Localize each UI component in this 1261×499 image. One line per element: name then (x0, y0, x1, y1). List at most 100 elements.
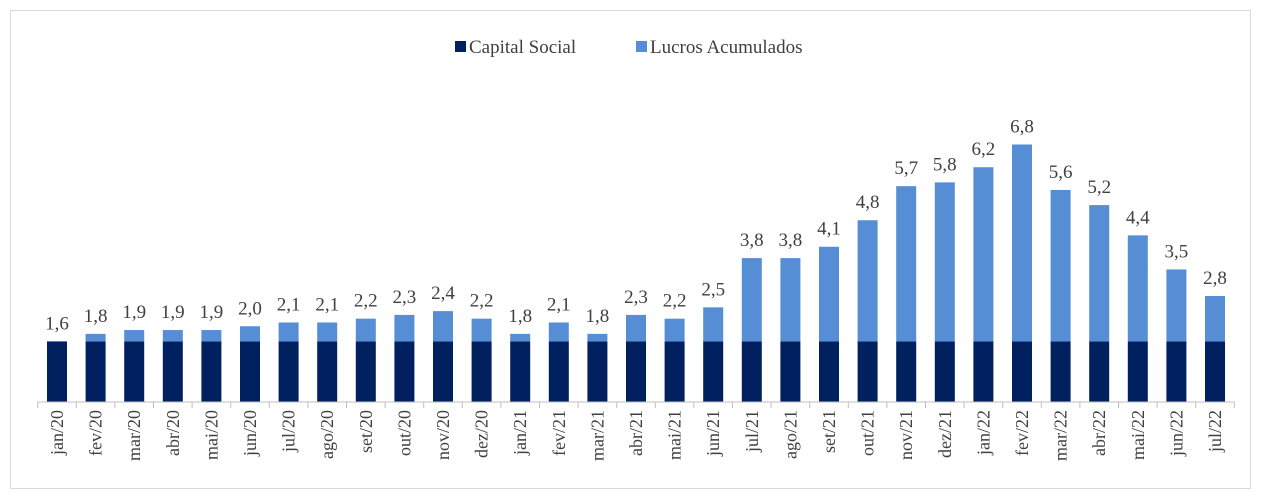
x-tick-label: jul/22 (1205, 410, 1225, 453)
chart-frame (10, 10, 1251, 489)
bar-segment (741, 341, 762, 402)
data-label: 2,8 (1203, 268, 1227, 289)
bar-segment (973, 167, 994, 342)
bar-segment (1205, 341, 1225, 402)
bar-segment (857, 220, 878, 342)
data-label: 4,4 (1126, 207, 1150, 228)
bar-segment (240, 341, 260, 402)
data-label: 1,6 (45, 313, 69, 334)
bar-segment (896, 341, 917, 402)
x-tick-label: abr/21 (626, 410, 646, 456)
bar-segment (1127, 235, 1148, 342)
bar-segment (587, 333, 608, 342)
x-tick-label: dez/20 (472, 410, 492, 458)
x-tick-label: ago/21 (780, 410, 800, 459)
x-tick-label: jun/20 (240, 410, 260, 457)
data-label: 4,8 (856, 192, 880, 213)
data-label: 2,4 (431, 283, 455, 304)
bar-segment (124, 330, 145, 342)
bar-segment (201, 330, 222, 342)
bar-segment (394, 314, 415, 342)
bar-segment (548, 341, 569, 402)
bar-segment (124, 341, 145, 402)
data-label: 6,2 (972, 139, 996, 160)
bar-segment (1050, 189, 1071, 342)
bar-segment (896, 186, 917, 342)
x-tick-label: mai/21 (665, 410, 685, 460)
x-tick-label: set/20 (356, 410, 376, 453)
bar-segment (626, 341, 646, 402)
data-label: 5,6 (1049, 162, 1073, 183)
bar-segment (162, 330, 183, 342)
data-label: 4,1 (817, 219, 841, 240)
bar-segment (278, 322, 299, 342)
bar-segment (780, 258, 801, 342)
x-tick-label: out/20 (394, 410, 414, 456)
x-tick-label: fev/20 (86, 410, 106, 456)
data-label: 6,8 (1010, 117, 1034, 138)
legend-swatch (636, 41, 647, 52)
bar-segment (1127, 341, 1148, 402)
bar-segment (626, 314, 646, 342)
x-tick-label: jan/20 (47, 410, 67, 456)
data-label: 5,2 (1087, 177, 1111, 198)
x-tick-label: jan/22 (973, 410, 993, 456)
legend-label: Lucros Acumulados (650, 37, 803, 58)
bar-segment (85, 333, 106, 342)
data-label: 2,5 (701, 279, 725, 300)
x-tick-label: set/21 (819, 410, 839, 453)
x-tick-label: nov/21 (896, 410, 916, 460)
x-tick-label: jun/22 (1166, 410, 1186, 457)
bar-segment (1166, 341, 1187, 402)
data-label: 2,2 (354, 291, 378, 312)
data-label: 1,9 (161, 302, 185, 323)
data-label: 3,8 (740, 230, 764, 251)
x-tick-label: abr/22 (1089, 410, 1109, 456)
bar-segment (973, 341, 994, 402)
bar-segment (703, 307, 724, 342)
data-label: 2,0 (238, 298, 262, 319)
bar-segment (1050, 341, 1071, 402)
bar-segment (934, 182, 955, 342)
bar-segment (433, 341, 453, 402)
legend-swatch (455, 41, 466, 52)
data-label: 3,8 (779, 230, 803, 251)
data-label: 2,2 (470, 291, 494, 312)
data-label: 2,1 (277, 294, 301, 315)
bar-segment (934, 341, 955, 402)
bar-segment (85, 341, 106, 402)
bar-segment (510, 333, 531, 342)
data-label: 2,2 (663, 291, 687, 312)
legend-label: Capital Social (469, 37, 576, 58)
x-tick-label: jul/21 (742, 410, 762, 453)
bar-segment (703, 341, 724, 402)
bar-segment (201, 341, 222, 402)
bar-segment (355, 318, 376, 342)
x-tick-label: fev/22 (1012, 410, 1032, 456)
x-tick-label: nov/20 (433, 410, 453, 460)
data-label: 1,9 (200, 302, 224, 323)
data-label: 2,3 (393, 287, 417, 308)
data-label: 2,3 (624, 287, 648, 308)
x-tick-label: mar/20 (124, 410, 144, 461)
data-label: 1,8 (84, 306, 108, 327)
bar-segment (317, 341, 338, 402)
x-tick-label: jul/20 (279, 410, 299, 453)
bar-segment (278, 341, 299, 402)
x-tick-label: out/21 (858, 410, 878, 456)
bar-segment (355, 341, 376, 402)
bar-segment (857, 341, 878, 402)
data-label: 1,8 (508, 306, 532, 327)
bar-segment (433, 311, 453, 342)
bar-segment (741, 258, 762, 342)
bar-segment (1089, 341, 1110, 402)
bar-segment (240, 326, 260, 342)
x-tick-label: abr/20 (163, 410, 183, 456)
bar-segment (510, 341, 531, 402)
bar-segment (317, 322, 338, 342)
bar-segment (664, 318, 685, 342)
x-tick-label: mar/22 (1051, 410, 1071, 461)
bar-segment (394, 341, 415, 402)
bar-segment (819, 341, 839, 402)
